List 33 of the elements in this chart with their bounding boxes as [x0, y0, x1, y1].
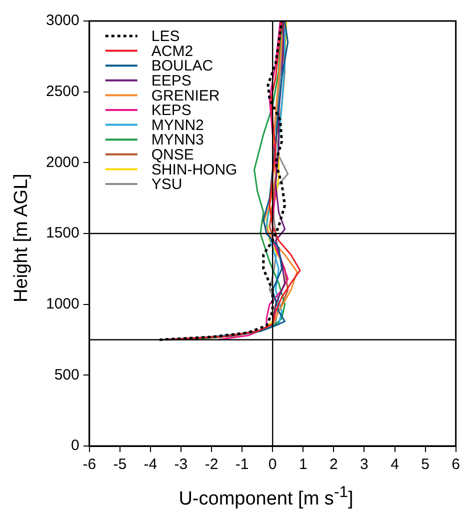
x-tick-label: -6 [82, 456, 96, 474]
x-tick-label: 5 [421, 456, 430, 474]
legend-label: BOULAC [151, 58, 214, 75]
legend-label: EEPS [151, 72, 192, 90]
legend-label: MYNN3 [151, 132, 204, 149]
x-tick-label: 1 [298, 456, 308, 474]
x-tick-label: 6 [452, 456, 460, 474]
legend-label: LES [151, 28, 180, 46]
x-axis-title: U-component [m s$^{-1}$] [178, 484, 354, 510]
y-tick-label: 3000 [46, 12, 80, 30]
x-tick-label: 2 [330, 456, 338, 474]
x-tick-label: -3 [174, 456, 188, 474]
legend-label: YSU [151, 176, 182, 194]
y-axis-title: Height [m AGL] [11, 174, 33, 302]
y-tick-label: 2000 [46, 154, 80, 171]
legend-label: KEPS [151, 102, 192, 120]
y-tick-label: 1500 [46, 224, 80, 242]
legend-label: QNSE [151, 146, 194, 164]
y-tick-label: 500 [54, 366, 80, 384]
x-tick-label: 3 [360, 456, 368, 474]
x-tick-label: -4 [144, 456, 158, 474]
x-tick-label: -5 [113, 456, 127, 474]
x-tick-label: -1 [235, 456, 249, 474]
x-tick-label: 4 [390, 456, 399, 474]
legend-label: GRENIER [151, 87, 220, 104]
x-tick-label: 0 [268, 456, 277, 474]
legend-label: ACM2 [151, 42, 194, 60]
y-tick-label: 0 [71, 437, 80, 454]
legend-label: SHIN-HONG [151, 161, 238, 178]
x-tick-label: -2 [204, 456, 218, 474]
legend-label: MYNN2 [151, 116, 204, 134]
y-tick-label: 1000 [46, 295, 80, 312]
y-tick-label: 2500 [46, 82, 80, 100]
